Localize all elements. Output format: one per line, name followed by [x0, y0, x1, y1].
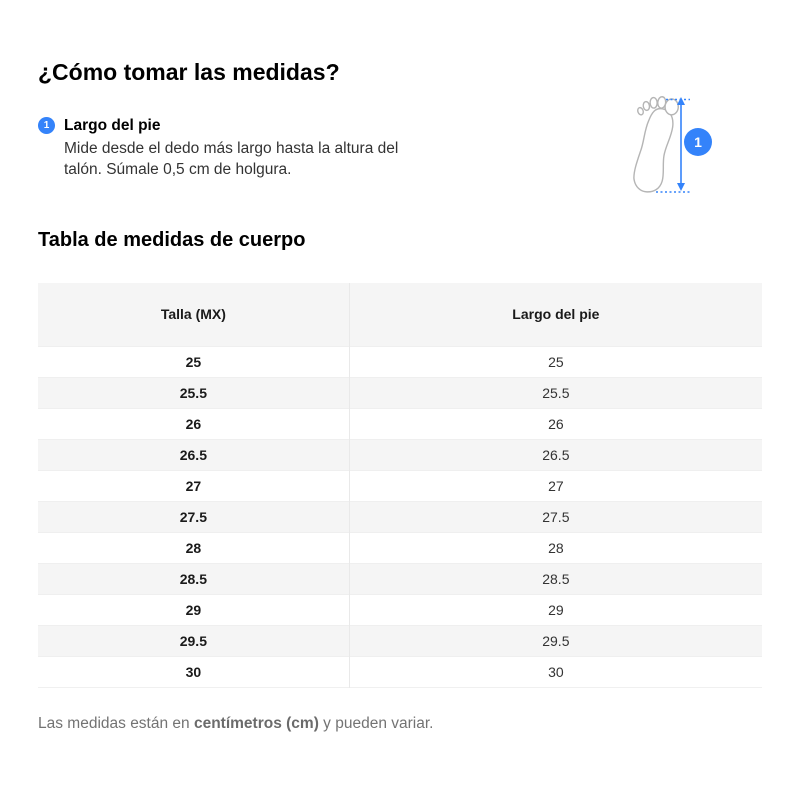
cell-talla: 27.5 — [179, 508, 207, 525]
table-row: 28.5 28.5 — [38, 563, 762, 594]
footnote-suffix: y pueden variar. — [318, 714, 434, 732]
cell-talla: 29 — [185, 601, 202, 618]
measure-text-block: Largo del pie Mide desde el dedo más lar… — [64, 117, 412, 180]
cell-largo-del-pie: 29.5 — [348, 625, 762, 656]
footnote-unit: centímetros (cm) — [193, 714, 319, 732]
header-row: Talla (MX) Largo del pie — [38, 283, 762, 346]
cell-talla: 30 — [185, 663, 202, 680]
table-title: Tabla de medidas de cuerpo — [38, 229, 306, 251]
pinky-toe — [637, 106, 645, 116]
page-title: ¿Cómo tomar las medidas? — [38, 59, 340, 85]
table-row: 27 27 — [38, 470, 762, 501]
cell-talla: 25 — [185, 353, 202, 370]
foot-outline-icon — [633, 96, 679, 193]
foot-diagram: 1 — [618, 86, 722, 202]
step-number-badge: 1 — [38, 117, 55, 134]
measure-item-foot-length: 1 Largo del pie Mide desde el dedo más l… — [38, 117, 762, 180]
second-toe — [657, 96, 667, 109]
size-table: Talla (MX) Largo del pie 25 25 25.5 25.5 26 2… — [38, 283, 762, 688]
cell-largo-del-pie: 27.5 — [348, 501, 762, 532]
cell-largo-del-pie: 25.5 — [348, 377, 762, 408]
cell-talla: 26.5 — [179, 446, 207, 463]
measure-label: Largo del pie — [64, 117, 161, 134]
table-row: 30 30 — [38, 656, 762, 687]
cell-largo-del-pie: 29 — [348, 594, 762, 625]
fourth-toe — [642, 100, 651, 112]
table-row: 27.5 27.5 — [38, 501, 762, 532]
size-table-header: Talla (MX) Largo del pie — [38, 283, 762, 346]
cell-talla: 28.5 — [179, 570, 207, 587]
table-row: 25.5 25.5 — [38, 377, 762, 408]
cell-largo-del-pie: 26.5 — [348, 439, 762, 470]
arrow-head-bottom — [677, 183, 685, 191]
cell-talla: 28 — [185, 539, 202, 556]
foot-diagram-svg — [633, 96, 690, 193]
size-table-body: 25 25 25.5 25.5 26 26 26.5 26.5 27 27 27.5 27.5 28 28… — [38, 346, 762, 687]
table-row: 26 26 — [38, 408, 762, 439]
cell-largo-del-pie: 25 — [348, 346, 762, 377]
foot-sole-path — [633, 107, 674, 193]
arrow-head-top — [677, 97, 685, 105]
cell-largo-del-pie: 28.5 — [348, 563, 762, 594]
footnote-prefix: Las medidas están en — [38, 714, 194, 732]
column-header-largo: Largo del pie — [348, 283, 762, 346]
cell-largo-del-pie: 28 — [348, 532, 762, 563]
cell-largo-del-pie: 27 — [348, 470, 762, 501]
cell-talla: 26 — [185, 415, 202, 432]
table-row: 26.5 26.5 — [38, 439, 762, 470]
big-toe — [664, 98, 679, 116]
cell-largo-del-pie: 26 — [348, 408, 762, 439]
cell-talla: 27 — [185, 477, 202, 494]
table-row: 29.5 29.5 — [38, 625, 762, 656]
cell-talla: 25.5 — [179, 384, 207, 401]
size-guide-content: ¿Cómo tomar las medidas? 1 Largo del pie… — [0, 58, 800, 733]
table-row: 29 29 — [38, 594, 762, 625]
diagram-step-badge: 1 — [684, 128, 712, 156]
column-header-talla: Talla (MX) — [38, 283, 350, 346]
table-row: 28 28 — [38, 532, 762, 563]
cell-talla: 29.5 — [179, 632, 207, 649]
table-row: 25 25 — [38, 346, 762, 377]
third-toe — [649, 96, 658, 109]
cell-largo-del-pie: 30 — [348, 656, 762, 687]
measure-description: Mide desde el dedo más largo hasta la al… — [64, 140, 399, 178]
measurement-arrow — [656, 97, 690, 193]
footnote: Las medidas están en centímetros (cm) y … — [38, 714, 762, 733]
